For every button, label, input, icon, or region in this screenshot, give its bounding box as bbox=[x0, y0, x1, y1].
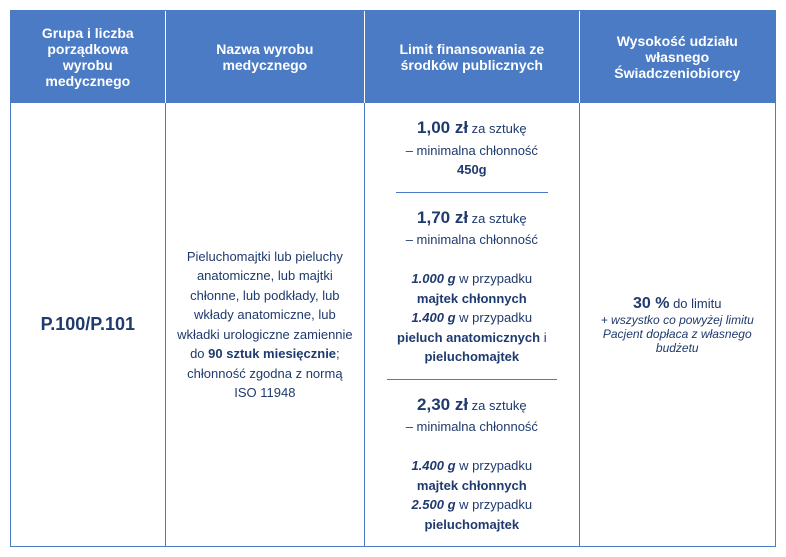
limit-tier-3: 2,30 zł za sztukę – minimalna chłonność … bbox=[396, 380, 548, 547]
share-main: 30 % do limitu bbox=[633, 295, 722, 313]
patient-share-cell: 30 % do limitu + wszystko co powyżej lim… bbox=[580, 103, 776, 546]
reimbursement-table: Grupa i liczba porządkowa wyrobu medyczn… bbox=[10, 10, 776, 547]
product-description: Pieluchomajtki lub pieluchy anatomiczne,… bbox=[176, 247, 354, 403]
product-code-cell: P.100/P.101 bbox=[11, 103, 166, 546]
header-group: Grupa i liczba porządkowa wyrobu medyczn… bbox=[11, 11, 166, 103]
limit-tier-2: 1,70 zł za sztukę – minimalna chłonność … bbox=[387, 193, 557, 380]
financing-limits-cell: 1,00 zł za sztukę – minimalna chłonność … bbox=[365, 103, 579, 546]
limit-tier-1: 1,00 zł za sztukę – minimalna chłonność … bbox=[396, 103, 548, 193]
header-name: Nazwa wyrobu medycznego bbox=[166, 11, 365, 103]
table-body-row: P.100/P.101 Pieluchomajtki lub pieluchy … bbox=[11, 103, 775, 546]
share-note: + wszystko co powyżej limitu Pacjent dop… bbox=[590, 313, 766, 355]
table-header-row: Grupa i liczba porządkowa wyrobu medyczn… bbox=[11, 11, 775, 103]
header-limit: Limit finansowania ze środków publicznyc… bbox=[365, 11, 579, 103]
header-share: Wysokość udziału własnego Świadczeniobio… bbox=[580, 11, 775, 103]
product-code: P.100/P.101 bbox=[41, 314, 135, 335]
product-description-cell: Pieluchomajtki lub pieluchy anatomiczne,… bbox=[166, 103, 365, 546]
